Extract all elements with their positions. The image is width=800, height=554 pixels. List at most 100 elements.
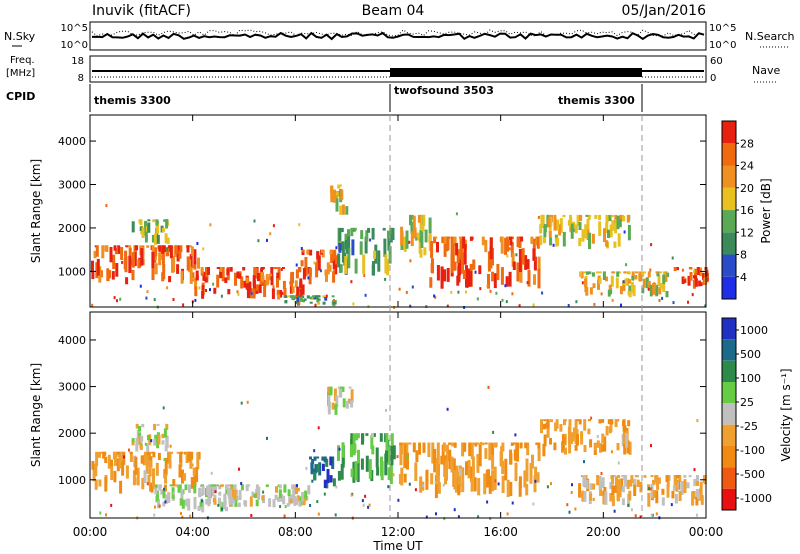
scatter-cell (172, 298, 175, 301)
heatmap-cell (302, 299, 305, 303)
heatmap-cell (656, 271, 660, 277)
heatmap-cell (161, 272, 165, 282)
colorbar-segment (722, 403, 736, 425)
heatmap-cell (702, 272, 705, 280)
heatmap-cell (696, 475, 699, 482)
scatter-cell (693, 269, 696, 273)
heatmap-cell (609, 482, 613, 490)
heatmap-cell (434, 236, 438, 239)
freq-tick-top: 18 (71, 56, 84, 67)
heatmap-cell (313, 297, 317, 300)
scatter-cell (651, 513, 654, 517)
heatmap-cell (455, 465, 459, 482)
heatmap-cell (133, 245, 137, 253)
heatmap-cell (696, 267, 700, 275)
scatter-cell (205, 289, 207, 292)
heatmap-cell (584, 278, 587, 288)
scatter-cell (296, 484, 298, 488)
heatmap-cell (225, 486, 229, 495)
heatmap-cell (107, 454, 111, 469)
heatmap-cell (368, 459, 372, 479)
heatmap-cell (657, 274, 661, 286)
heatmap-cell (303, 298, 307, 301)
heatmap-cell (199, 501, 203, 507)
heatmap-cell (562, 231, 566, 247)
heatmap-cell (257, 493, 261, 500)
heatmap-cell (588, 271, 592, 275)
scatter-cell (532, 303, 535, 307)
scatter-cell (508, 247, 511, 251)
heatmap-cell (605, 214, 609, 224)
scatter-cell (433, 294, 436, 298)
scatter-cell (511, 501, 514, 505)
heatmap-cell (326, 469, 330, 484)
heatmap-cell (488, 442, 492, 461)
heatmap-cell (141, 227, 145, 238)
heatmap-cell (125, 277, 129, 285)
heatmap-cell (501, 460, 505, 475)
heatmap-cell (434, 475, 438, 499)
scatter-cell (364, 293, 367, 297)
heatmap-cell (693, 479, 697, 487)
heatmap-cell (360, 230, 364, 240)
heatmap-cell (135, 437, 139, 447)
heatmap-cell (211, 484, 214, 494)
heatmap-cell (618, 271, 622, 274)
scatter-cell (361, 499, 364, 503)
scatter-cell (655, 512, 658, 516)
heatmap-cell (542, 443, 546, 457)
heatmap-cell (311, 458, 315, 465)
heatmap-cell (591, 233, 595, 244)
heatmap-cell (348, 386, 352, 389)
heatmap-cell (574, 444, 578, 451)
heatmap-cell (119, 480, 123, 494)
scatter-cell (319, 269, 322, 273)
nsky-panel: N.Sky 10^5 10^0 10^5 10^0 N.Search (4, 21, 795, 51)
scatter-cell (119, 297, 122, 301)
heatmap-cell (302, 498, 306, 506)
heatmap-cell (456, 249, 460, 263)
heatmap-cell (592, 483, 596, 490)
heatmap-cell (695, 489, 699, 497)
heatmap-cell (301, 492, 305, 502)
scatter-cell (323, 492, 326, 496)
colorbar-segment (722, 360, 736, 382)
scatter-cell (611, 298, 614, 302)
heatmap-cell (543, 225, 547, 238)
heatmap-cell (539, 224, 543, 234)
heatmap-cell (172, 257, 176, 272)
heatmap-cell (306, 295, 310, 299)
scatter-cell (396, 455, 399, 459)
heatmap-cell (461, 467, 465, 493)
heatmap-cell (298, 500, 302, 507)
heatmap-cell (537, 268, 541, 289)
heatmap-cell (423, 247, 427, 256)
scatter-cell (284, 505, 287, 509)
scatter-cell (237, 292, 240, 296)
heatmap-cell (484, 448, 488, 459)
scatter-cell (537, 215, 540, 219)
heatmap-cell (597, 280, 600, 290)
heatmap-cell (694, 278, 698, 287)
heatmap-cell (422, 214, 426, 226)
heatmap-cell (589, 287, 593, 295)
heatmap-cell (337, 470, 341, 481)
scatter-cell (295, 263, 298, 267)
heatmap-cell (176, 451, 180, 454)
heatmap-cell (548, 231, 552, 238)
heatmap-cell (218, 485, 222, 490)
heatmap-cell (304, 257, 308, 272)
heatmap-cell (610, 214, 614, 218)
heatmap-cell (332, 271, 336, 283)
scatter-cell (422, 484, 425, 488)
heatmap-cell (226, 268, 230, 276)
colorbar-segment (722, 232, 736, 255)
heatmap-cell (572, 427, 576, 439)
scatter-cell (201, 493, 204, 496)
heatmap-cell (144, 232, 148, 243)
heatmap-cell (210, 484, 214, 487)
xtick-label: 08:00 (278, 525, 313, 539)
heatmap-cell (330, 185, 334, 198)
heatmap-cell (245, 277, 249, 284)
heatmap-cell (605, 222, 609, 234)
